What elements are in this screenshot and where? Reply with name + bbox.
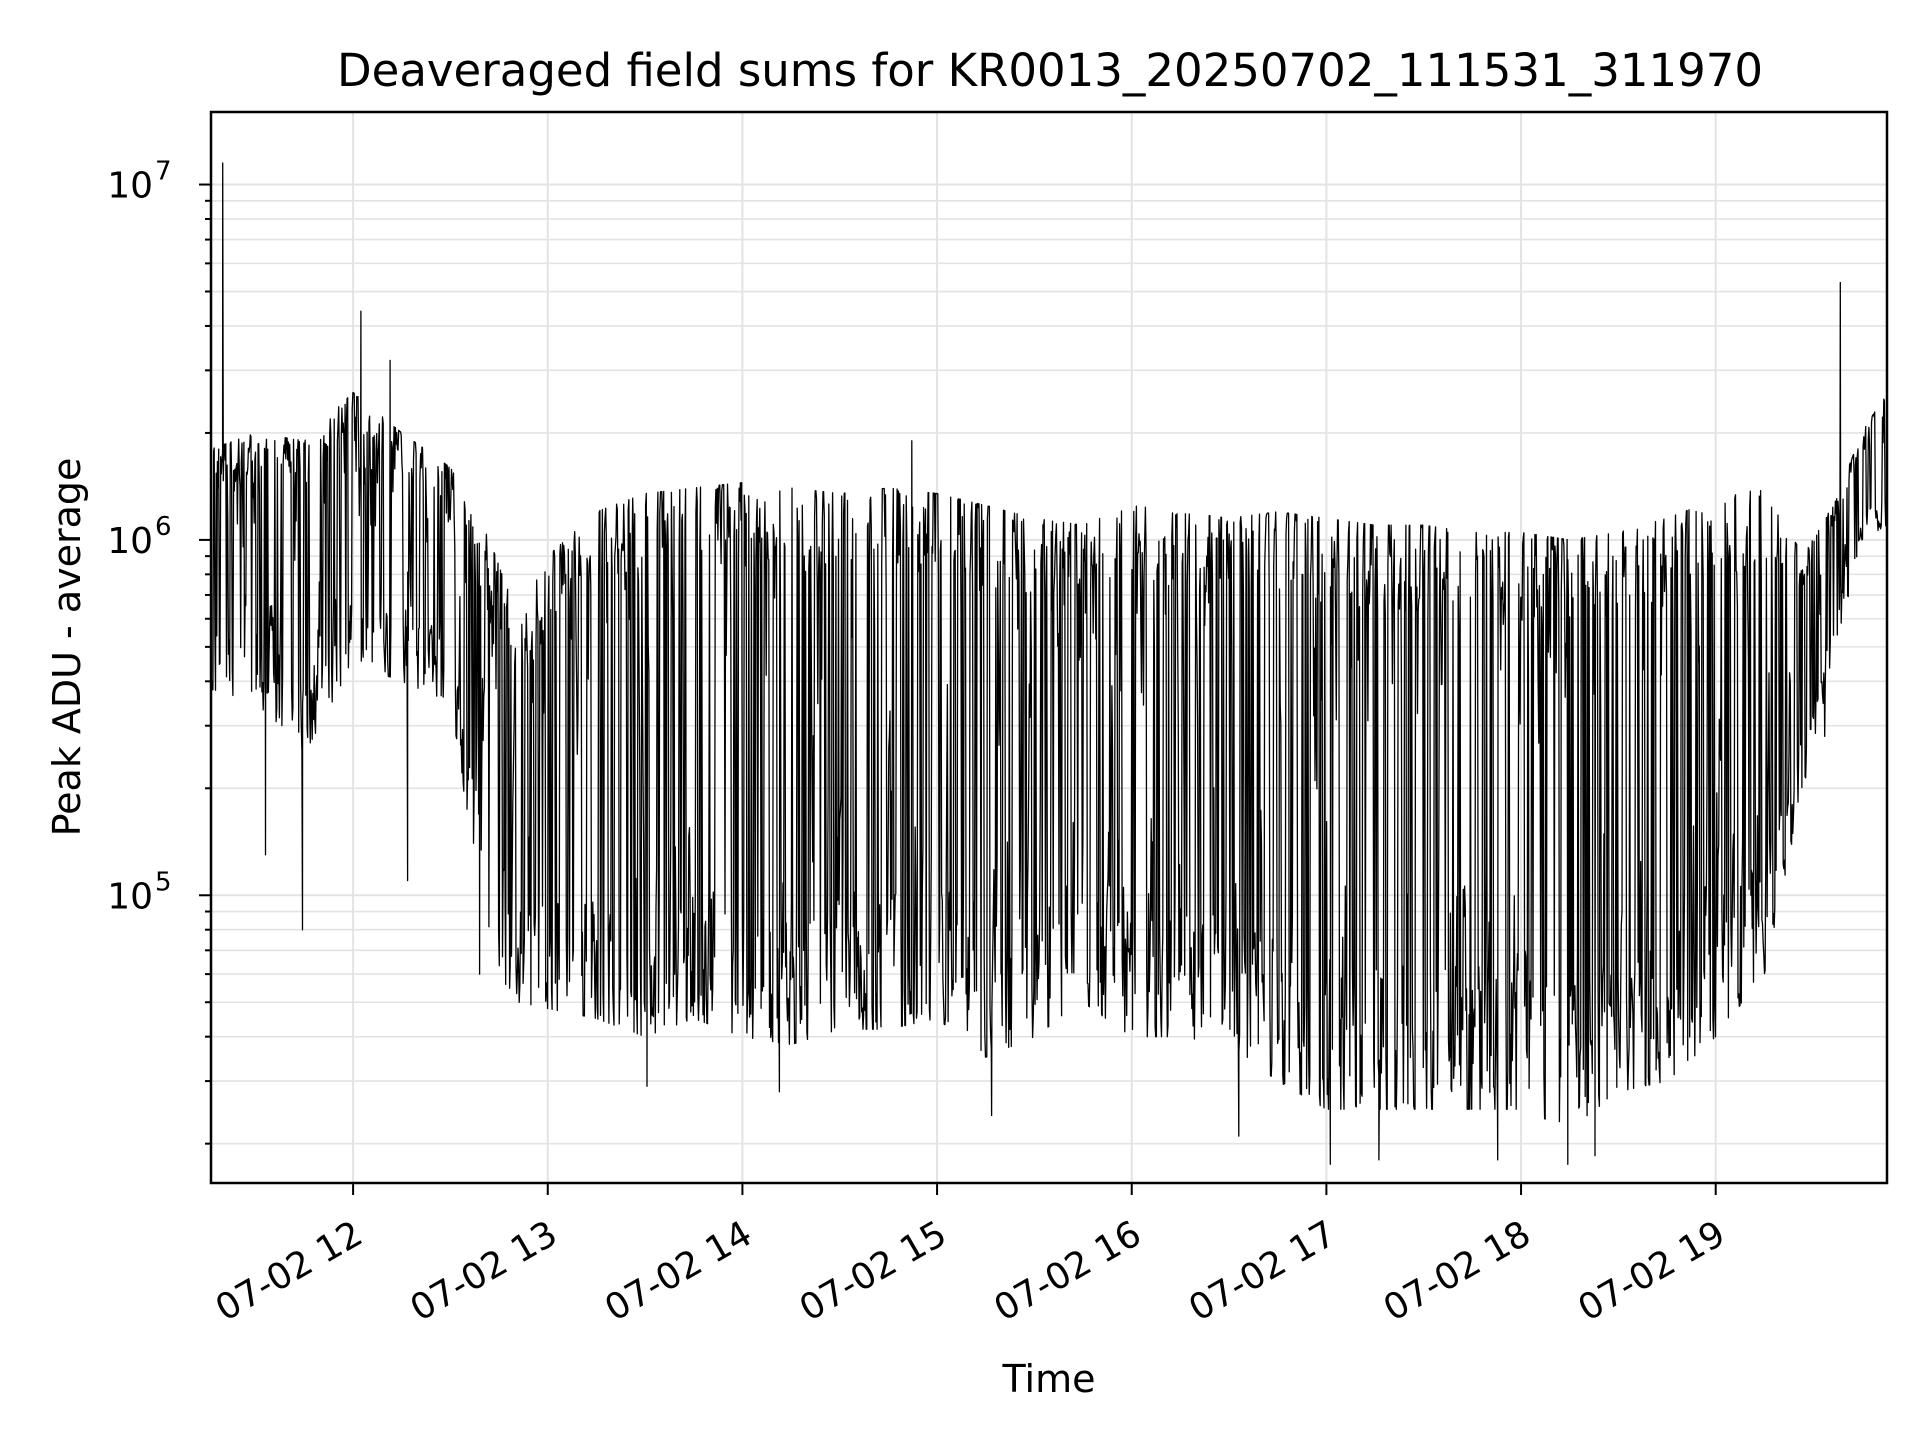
y-axis-label: Peak ADU - average: [45, 458, 89, 837]
x-tick-label: 07-02 12: [209, 1213, 370, 1329]
series-line-0: [210, 162, 1888, 1165]
y-tick-label: 10: [107, 166, 153, 207]
y-tick-label: 10: [107, 876, 153, 917]
x-tick-label: 07-02 15: [793, 1213, 954, 1329]
y-tick-label-exponent: 5: [155, 867, 172, 897]
y-tick-label-base: 10: [107, 876, 153, 917]
chart-title: Deaveraged field sums for KR0013_2025070…: [337, 44, 1763, 97]
data-layer: [210, 162, 1888, 1165]
x-tick-label: 07-02 18: [1377, 1213, 1538, 1329]
y-tick-label-exponent: 7: [155, 157, 172, 187]
x-tick-label: 07-02 14: [598, 1213, 759, 1329]
y-tick-label-base: 10: [107, 166, 153, 207]
y-tick-label-base: 10: [107, 521, 153, 562]
x-tick-label: 07-02 19: [1572, 1213, 1733, 1329]
x-tick-label: 07-02 17: [1182, 1213, 1343, 1329]
x-tick-label: 07-02 16: [988, 1213, 1149, 1329]
x-axis-label: Time: [1002, 1357, 1096, 1401]
x-tick-label: 07-02 13: [404, 1213, 565, 1329]
y-tick-label-exponent: 6: [155, 512, 172, 542]
y-tick-label: 10: [107, 521, 153, 562]
